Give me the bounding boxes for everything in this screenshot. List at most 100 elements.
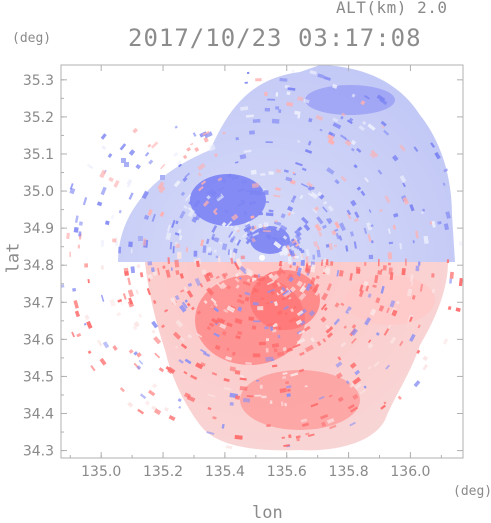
echo-pixel	[317, 246, 320, 250]
echo-pixel	[352, 376, 362, 385]
echo-pixel	[178, 163, 182, 168]
echo-pixel	[282, 235, 288, 240]
echo-pixel	[418, 261, 421, 266]
echo-pixel	[102, 341, 110, 349]
echo-pixel	[333, 318, 340, 326]
echo-pixel	[290, 308, 295, 313]
echo-pixel	[251, 182, 260, 189]
echo-pixel	[229, 366, 236, 372]
echo-pixel	[165, 269, 171, 278]
echo-pixel	[215, 193, 225, 202]
echo-pixel	[291, 240, 297, 244]
echo-pixel	[257, 274, 261, 278]
echo-pixel	[252, 353, 261, 358]
echo-pixel	[329, 424, 337, 430]
echo-pixel	[395, 300, 400, 305]
echo-pixel	[96, 201, 103, 207]
echo-pixel	[392, 154, 399, 162]
echo-pixel	[179, 210, 186, 219]
echo-pixel	[121, 158, 126, 163]
echo-pixel	[245, 361, 252, 365]
echo-pixel	[222, 131, 226, 135]
echo-pixel	[325, 244, 330, 248]
echo-pixel	[147, 274, 152, 278]
echo-pixel	[264, 326, 269, 330]
y-tick-label: 34.9	[23, 221, 54, 237]
echo-pixel	[373, 360, 380, 368]
echo-pixel	[275, 187, 281, 191]
echo-pixel	[243, 149, 252, 154]
echo-pixel	[265, 141, 273, 144]
echo-pixel	[247, 71, 250, 74]
echo-pixel	[57, 224, 60, 231]
echo-pixel	[193, 250, 198, 257]
echo-pixel	[128, 149, 136, 156]
x-tick: 135.6	[267, 65, 307, 480]
echo-pixel	[83, 322, 87, 326]
echo-pixel	[209, 146, 216, 152]
echo-pixel	[367, 123, 376, 131]
echo-pixel	[203, 131, 213, 139]
echo-pixel	[383, 401, 387, 405]
echo-pixel	[258, 223, 263, 229]
echo-pixel	[174, 125, 178, 129]
echo-pixel	[183, 286, 188, 292]
echo-pixel	[249, 190, 257, 196]
echo-pixel	[231, 176, 239, 181]
echo-pixel	[301, 422, 310, 428]
echo-pixel	[346, 213, 352, 220]
echo-pixel	[279, 240, 284, 246]
echo-pixel	[354, 211, 360, 219]
echo-pixel	[237, 330, 243, 336]
echo-pixel	[144, 400, 151, 406]
echo-pixel	[221, 178, 227, 184]
echo-pixel	[320, 414, 329, 420]
echo-pixel	[372, 284, 377, 288]
echo-pixel	[189, 142, 194, 146]
echo-pixel	[350, 337, 357, 344]
echo-pixel	[260, 297, 265, 300]
echo-pixel	[287, 388, 291, 392]
echo-pixel	[74, 310, 81, 318]
echo-pixel	[286, 91, 291, 96]
echo-pixel	[185, 247, 189, 253]
echo-pixel	[443, 223, 449, 231]
echo-pixel	[287, 87, 296, 91]
echo-pixel	[376, 94, 386, 103]
echo-pixel	[431, 220, 436, 228]
echo-pixel	[167, 368, 173, 375]
echo-pixel	[241, 179, 247, 184]
echo-pixel	[269, 326, 274, 331]
echo-pixel	[263, 222, 269, 227]
echo-pixel	[309, 285, 313, 290]
echo-pixel	[326, 218, 332, 225]
echo-pixel	[281, 261, 285, 265]
echo-pixel	[255, 78, 262, 82]
echo-pixel	[128, 192, 134, 200]
echo-pixel	[117, 299, 123, 303]
echo-pixel	[206, 287, 215, 296]
echo-pixel	[234, 161, 239, 164]
x-tick-label: 135.0	[81, 464, 121, 480]
echo-pixel	[173, 180, 181, 188]
echo-pixel	[251, 232, 260, 238]
echo-pixel	[265, 302, 270, 305]
x-tick: 136.0	[390, 65, 430, 480]
echo-pixel	[236, 298, 245, 305]
echo-pixel	[328, 132, 334, 137]
echo-pixel	[257, 282, 261, 286]
echo-pixel	[99, 357, 107, 366]
echo-pixel	[187, 208, 195, 218]
echo-pixel	[374, 274, 379, 284]
echo-pixel	[259, 384, 263, 389]
echo-pixel	[243, 225, 252, 233]
echo-pixel	[261, 395, 267, 399]
echo-pixel	[327, 134, 335, 141]
echo-pixel	[185, 194, 192, 202]
x-tick: 135.0	[81, 65, 121, 480]
echo-pixel	[349, 421, 356, 427]
echo-pixel	[100, 240, 105, 247]
echo-pixel	[299, 351, 305, 356]
echo-pixel	[338, 235, 343, 241]
echo-pixel	[180, 191, 186, 197]
